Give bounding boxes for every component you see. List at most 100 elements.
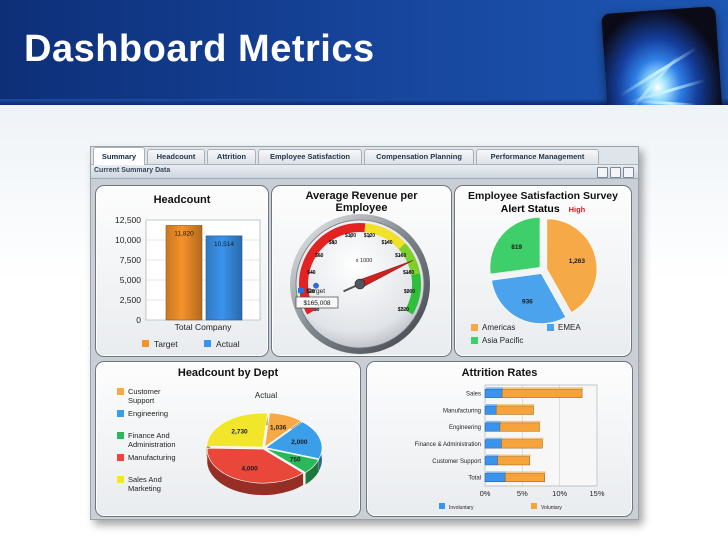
revenue-panel: Average Revenue per Employee $0 $20 $40 $60… [271,185,452,357]
legend-label: Engineering [128,409,168,418]
gauge-scale-label: $60 [315,253,324,259]
pie-slice-manufacturing [206,447,304,484]
tab-headcount[interactable]: Headcount [147,149,205,164]
legend-swatch [531,503,537,509]
y-category-label: Sales [466,391,481,397]
dept-title: Headcount by Dept [177,367,279,379]
pie-value-label: 750 [290,457,301,464]
bar-voluntary [497,456,531,466]
bar-top-face [486,404,498,407]
dashboard-window: Summary Headcount Attrition Employee Sat… [90,146,639,520]
attrition-bar-chart: 0% 5% 10% 15% Sales Manufacturing Engineering F… [415,384,605,511]
bar-top-face [502,437,544,440]
legend-label-line2: Marketing [128,484,161,493]
pie-slice-sales-and-marketing [206,412,268,448]
x-tick-label: 10% [552,489,567,498]
legend-label: EMEA [558,323,581,332]
legend-swatch [204,340,211,347]
export-icon[interactable] [623,167,634,178]
gauge-band-lightgreen [398,243,421,275]
print-icon[interactable] [610,167,621,178]
legend-label: Actual [216,339,240,349]
bar-top-face [503,387,584,390]
revenue-readout: $165,008 [303,300,330,307]
tab-compensation-planning[interactable]: Compensation Planning [364,149,474,164]
gauge-scale-label: $20 [306,289,315,295]
bar-voluntary [495,405,534,415]
gauge-tick [405,271,410,274]
save-icon[interactable] [597,167,608,178]
gauge-tick [400,307,405,310]
gauge-scale-label: $0 [314,307,320,313]
y-category-label: Total [468,476,481,482]
survey-title-line1: Employee Satisfaction Survey [468,190,618,202]
gauge-unit-label: x 1000 [356,258,373,264]
bar-involuntary [484,439,502,449]
bar-voluntary [501,439,543,449]
revenue-gauge: $0 $20 $40 $60 $80 $100 $120 $140 $160 $180 $200 $2… [290,214,430,354]
pie-value-label: 819 [511,244,522,251]
pie-value-label: 1,036 [270,424,287,431]
tab-bar: Summary Headcount Attrition Employee Sat… [91,147,638,165]
y-category-label: Engineering [449,425,481,431]
pie-slice-side [305,459,319,485]
pie-slice-americas [546,218,598,313]
y-category-label: Customer Support [432,459,481,465]
gauge-band-yellow [364,223,406,250]
gauge-tick [310,271,315,274]
gauge-hub [354,278,366,290]
legend-label: Voluntary [541,505,562,511]
y-tick-label: 7,500 [120,255,142,265]
x-tick-label: 15% [589,489,604,498]
readout-box [295,296,339,309]
bar-top-face [506,471,546,474]
gauge-tick [385,240,388,245]
y-tick-label: 10,000 [115,235,141,245]
pie-slice-asia-pacific [489,217,541,275]
gauge-scale-label: $140 [381,240,392,246]
gauge-scale-label: $200 [404,289,415,295]
bar-value-label: 11,820 [174,230,194,237]
legend-label-line2: Administration [128,440,176,449]
bar-top-face [486,387,504,390]
headcount-title: Headcount [153,194,211,206]
target-marker-icon [313,282,319,289]
x-category-label: Total Company [175,322,232,332]
gauge-scale-label: $220 [398,307,409,313]
legend-label: Sales And [128,475,162,484]
legend-label-line2: Support [128,396,155,405]
survey-panel: Employee Satisfaction Survey Alert Statu… [454,185,632,357]
gauge-tick [318,254,322,258]
headcount-panel: Headcount 12,500 10,000 7,500 5,000 2,500 0 11… [95,185,269,357]
legend-swatch [439,503,445,509]
bar-target [165,225,203,321]
legend-label: Finance And [128,431,170,440]
gauge-tick [406,290,411,292]
pie-value-label: 2,000 [291,439,308,446]
legend-swatch [117,476,124,483]
gauge-scale-label: $80 [329,240,338,246]
pie-slice-emea [491,273,567,324]
y-tick-label: 12,500 [115,215,141,225]
alert-status-badge: High [568,205,586,214]
bar-value-label: 10,514 [214,241,234,248]
target-label: Target [307,288,325,295]
tab-attrition[interactable]: Attrition [207,149,256,164]
gauge-tick [332,240,335,245]
gauge-band-green [405,273,421,315]
tab-employee-satisfaction[interactable]: Employee Satisfaction [258,149,362,164]
y-category-label: Manufacturing [443,408,481,414]
tab-summary[interactable]: Summary [93,147,145,165]
slide-title: Dashboard Metrics [24,28,375,70]
pie-title: Actual [255,391,277,400]
tab-performance-management[interactable]: Performance Management [476,149,599,164]
dept-panel: Headcount by Dept Actual 1,036 2,000 750 4,0… [95,361,361,517]
legend-label: Manufacturing [128,453,176,462]
legend-swatch [142,340,149,347]
survey-title-line2: Alert Status [500,203,560,215]
pie-value-label: 2,730 [231,428,248,435]
bar-voluntary [501,388,583,398]
plot-area [484,384,598,487]
legend-swatch [547,324,554,331]
pie-slice-side [207,448,304,496]
